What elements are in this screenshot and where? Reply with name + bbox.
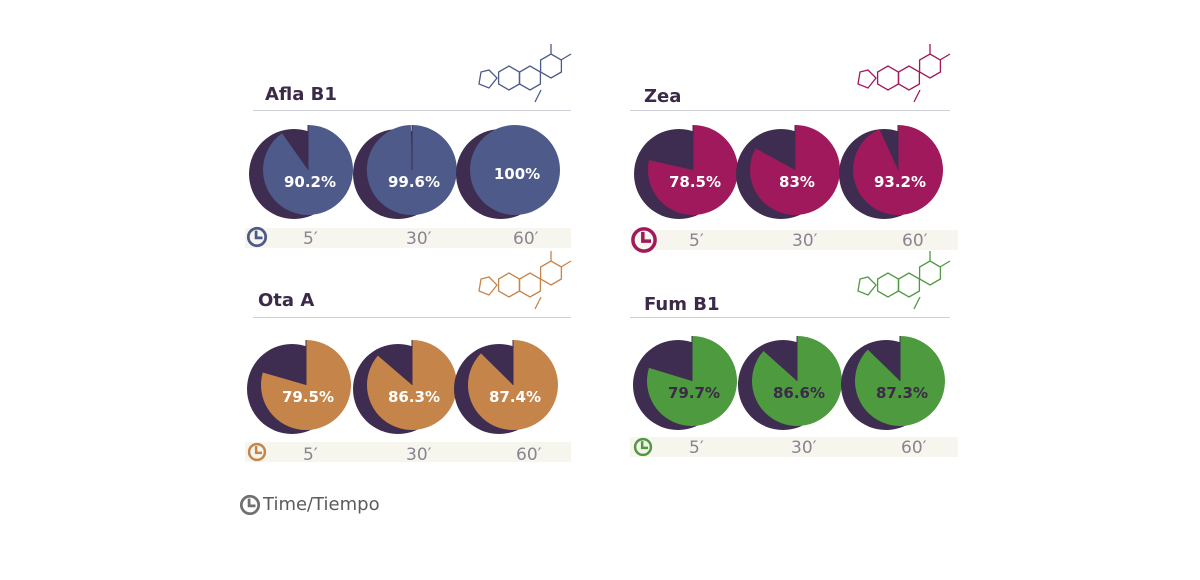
time-label: 60′: [516, 445, 542, 465]
mol-ota-structure-icon: [478, 251, 572, 310]
pie-slice: [467, 340, 558, 431]
time-label: 5′: [689, 231, 704, 251]
time-label: 30′: [792, 231, 818, 251]
pie-ota-a-0: [247, 340, 352, 434]
time-label: 30′: [791, 438, 817, 458]
pie-value-label: 100%: [493, 165, 541, 183]
pie-value-label: 99.6%: [387, 173, 441, 191]
pie-value-label: 87.3%: [875, 384, 929, 402]
pie-zea-1: [736, 125, 841, 219]
clock-icon: [246, 226, 268, 248]
mol-fum-structure-icon: [857, 251, 951, 310]
clock-icon: [633, 437, 653, 457]
pie-value-label: 87.4%: [488, 388, 542, 406]
chart-title-zea: Zea: [644, 86, 682, 107]
time-axis-band: [630, 230, 958, 250]
pie-zea-0: [634, 125, 738, 219]
time-label: 60′: [513, 229, 539, 249]
clock-icon: [247, 442, 267, 462]
pie-value-label: 86.6%: [772, 384, 826, 402]
pie-value-label: 86.3%: [387, 388, 441, 406]
time-label: 5′: [303, 445, 318, 465]
time-label: 5′: [689, 438, 704, 458]
title-divider: [630, 317, 950, 318]
pie-afla-b1-1: [353, 125, 457, 219]
time-axis-band: [245, 228, 571, 248]
pie-value-label: 78.5%: [668, 173, 722, 191]
chart-title-fum-b1: Fum B1: [644, 294, 720, 315]
chart-title-ota-a: Ota A: [258, 290, 315, 311]
pie-value-label: 90.2%: [283, 173, 337, 191]
time-label: 30′: [406, 229, 432, 249]
pie-value-label: 93.2%: [873, 173, 927, 191]
pie-ota-a-1: [353, 340, 457, 434]
mol-zea-structure-icon: [857, 44, 951, 103]
pie-afla-b1-0: [249, 125, 353, 219]
title-divider: [253, 317, 571, 318]
time-axis-band: [245, 442, 571, 462]
chart-title-afla-b1: Afla B1: [265, 84, 337, 105]
pie-ota-a-2: [454, 340, 558, 434]
pie-fum-b1-1: [738, 336, 842, 430]
mol-afla-structure-icon: [478, 44, 572, 103]
clock-icon: [631, 227, 657, 253]
pie-value-label: 83%: [779, 173, 815, 191]
pie-value-label: 79.7%: [667, 384, 721, 402]
pie-fum-b1-2: [841, 336, 945, 430]
time-label: 5′: [303, 229, 318, 249]
time-label: 30′: [406, 445, 432, 465]
title-divider: [630, 110, 950, 111]
pie-slice: [470, 125, 560, 215]
pie-value-label: 79.5%: [281, 388, 335, 406]
pie-zea-2: [839, 125, 944, 219]
pie-slice: [750, 125, 841, 216]
title-divider: [253, 110, 571, 111]
legend-clock-icon: [239, 494, 261, 516]
time-axis-band: [630, 437, 958, 457]
time-label: 60′: [901, 438, 927, 458]
legend-label: Time/Tiempo: [263, 494, 380, 515]
time-label: 60′: [902, 231, 928, 251]
pie-afla-b1-2: [456, 125, 560, 219]
pie-fum-b1-0: [633, 336, 738, 430]
